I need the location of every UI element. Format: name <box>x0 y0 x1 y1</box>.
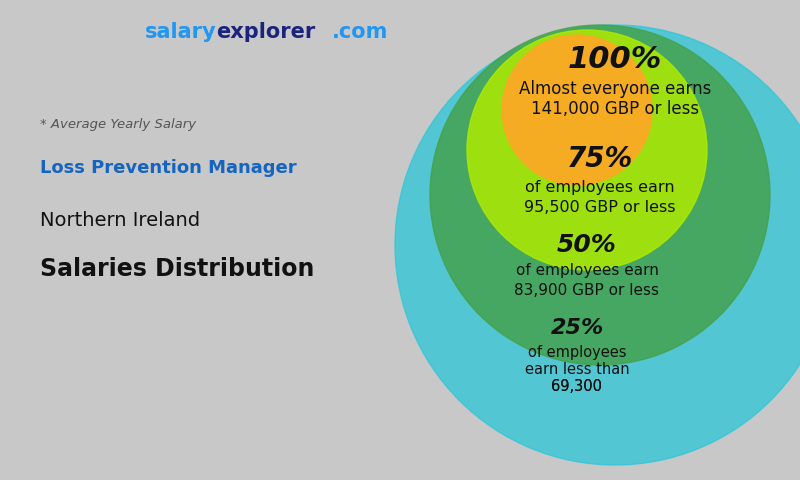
Text: 69,300: 69,300 <box>551 379 602 394</box>
Text: 25%: 25% <box>550 318 604 338</box>
Text: 100%: 100% <box>568 45 662 74</box>
Text: Loss Prevention Manager: Loss Prevention Manager <box>40 159 297 177</box>
Text: Almost everyone earns: Almost everyone earns <box>519 80 711 98</box>
Text: Northern Ireland: Northern Ireland <box>40 211 200 230</box>
Ellipse shape <box>467 30 707 270</box>
Ellipse shape <box>502 35 652 185</box>
Text: * Average Yearly Salary: * Average Yearly Salary <box>40 118 196 132</box>
Text: salary: salary <box>144 22 216 42</box>
Text: of employees: of employees <box>528 345 626 360</box>
Text: 50%: 50% <box>557 233 617 257</box>
Text: 69,300: 69,300 <box>551 379 602 394</box>
Text: .com: .com <box>332 22 388 42</box>
Text: of employees earn: of employees earn <box>525 180 675 195</box>
Ellipse shape <box>395 25 800 465</box>
Text: earn less than: earn less than <box>525 362 630 377</box>
Text: 95,500 GBP or less: 95,500 GBP or less <box>524 200 676 215</box>
Text: 75%: 75% <box>567 145 633 173</box>
Text: of employees earn: of employees earn <box>515 263 658 278</box>
Ellipse shape <box>430 25 770 365</box>
Text: explorer: explorer <box>216 22 315 42</box>
Text: Salaries Distribution: Salaries Distribution <box>40 257 314 281</box>
Text: 141,000 GBP or less: 141,000 GBP or less <box>531 100 699 118</box>
Text: 83,900 GBP or less: 83,900 GBP or less <box>514 283 659 298</box>
